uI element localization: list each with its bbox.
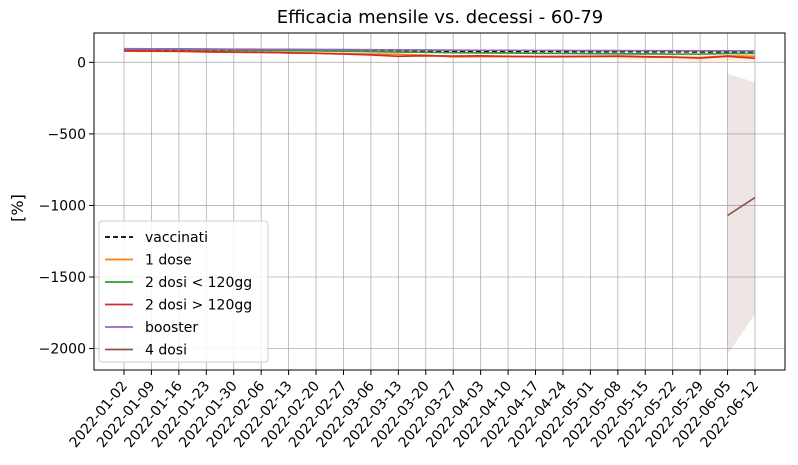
y-tick-label: −500 (48, 127, 86, 143)
series-line (123, 50, 756, 60)
legend-entry: booster (145, 320, 198, 336)
series-line (727, 196, 756, 217)
y-axis-label: [%] (8, 194, 27, 222)
y-tick-label: −1000 (39, 198, 86, 214)
y-tick-label: −2000 (39, 342, 86, 358)
legend: vaccinati 1 dose 2 dosi < 120gg 2 dosi > 12… (98, 220, 269, 363)
legend-entry: 2 dosi > 120gg (145, 298, 252, 314)
legend-box (98, 220, 269, 363)
legend-entry: 2 dosi < 120gg (145, 275, 252, 291)
chart-title: Efficacia mensile vs. decessi - 60-79 (277, 7, 604, 28)
plot-area: 0−500−1000−1500−20002022-01-022022-01-09… (39, 32, 786, 451)
y-tick-label: 0 (77, 55, 86, 71)
series-line (123, 47, 756, 52)
plot-frame (93, 32, 786, 371)
legend-entry: 1 dose (145, 253, 192, 269)
y-tick-label: −1500 (39, 270, 86, 286)
legend-entry: 4 dosi (145, 343, 187, 359)
confidence-band (727, 73, 755, 355)
legend-entry: vaccinati (145, 230, 208, 246)
